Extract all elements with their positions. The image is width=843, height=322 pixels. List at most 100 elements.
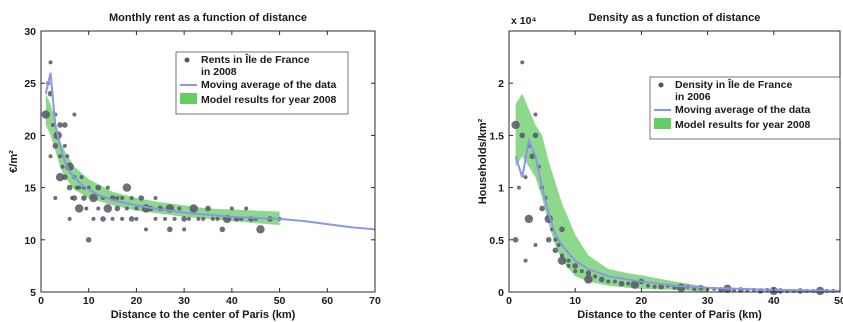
data-point [186, 216, 191, 221]
y-tick-label: 1.5 [489, 130, 504, 142]
data-point [573, 269, 578, 274]
y-axis-label: €/m² [8, 150, 20, 173]
x-tick-label: 0 [38, 295, 44, 307]
chart-panel-1: Monthly rent as a function of distance 0 1… [8, 12, 381, 321]
data-point [196, 216, 201, 221]
model-band [45, 93, 280, 226]
data-point [201, 216, 206, 221]
data-point [524, 214, 534, 224]
data-point [55, 172, 65, 182]
x-tick-label: 20 [131, 295, 143, 307]
data-point [618, 280, 625, 287]
data-point [81, 195, 87, 201]
data-point [559, 253, 564, 258]
x-tick-label: 60 [321, 295, 333, 307]
data-point [181, 216, 187, 222]
chart-title: Density as a function of distance [589, 12, 761, 24]
x-tick-label: 0 [506, 295, 512, 307]
moving-average-line [514, 137, 841, 292]
data-point [523, 258, 528, 263]
data-point [124, 206, 129, 211]
data-point [532, 132, 539, 139]
data-point [512, 237, 519, 243]
data-point [626, 281, 631, 286]
data-point [529, 153, 535, 160]
data-point [138, 195, 144, 201]
data-point [84, 206, 89, 211]
data-point [229, 206, 234, 211]
y-axis-multiplier: x 10⁴ [511, 15, 537, 27]
data-point [172, 216, 177, 221]
data-point [96, 206, 101, 211]
data-point [50, 122, 55, 127]
legend-label-scatter: Rents in Île de France in 2008 [201, 53, 310, 78]
legend-label-line: Moving average of the data [201, 79, 337, 91]
data-point [57, 122, 63, 128]
data-point [48, 60, 53, 65]
legend-label-line: Moving average of the data [675, 104, 811, 116]
legend-marker-band [180, 93, 197, 104]
legend-box [175, 51, 349, 115]
x-tick-label: 50 [834, 295, 843, 307]
plot-area [509, 31, 840, 292]
y-tick-label: 0.5 [489, 235, 504, 247]
legend-marker-scatter [184, 57, 190, 63]
data-point [630, 280, 639, 289]
legend-label-band: Model results for year 2008 [675, 119, 811, 131]
data-point [128, 216, 135, 222]
x-tick-label: 40 [226, 295, 238, 307]
data-point [545, 237, 552, 243]
data-point [48, 154, 53, 159]
moving-average-line [44, 72, 376, 231]
data-point [177, 206, 182, 211]
data-point [53, 196, 58, 201]
data-point [77, 185, 82, 190]
data-point [134, 206, 139, 211]
data-point [67, 216, 72, 221]
data-point [41, 110, 50, 119]
x-tick-label: 40 [768, 295, 780, 307]
data-point [676, 283, 686, 293]
x-tick-label: 30 [702, 295, 714, 307]
data-point [120, 216, 125, 221]
data-point [103, 204, 113, 213]
data-point [182, 227, 187, 232]
data-point [511, 120, 520, 130]
data-point [153, 216, 158, 221]
data-point [519, 132, 526, 139]
data-point [205, 205, 211, 212]
data-point [91, 216, 96, 221]
data-point [533, 243, 538, 248]
data-point [62, 143, 67, 148]
data-point [566, 258, 571, 263]
data-point [60, 164, 65, 169]
data-point [72, 112, 77, 117]
y-axis-label: Households/km² [477, 118, 489, 204]
data-point [189, 204, 198, 213]
y-tick-label: 10 [24, 235, 36, 247]
y-tick-label: 15 [24, 183, 36, 195]
data-point [129, 196, 134, 201]
x-tick-label: 30 [178, 295, 190, 307]
data-point [672, 285, 677, 290]
data-point [516, 185, 521, 190]
data-point [593, 274, 598, 279]
y-tick-label: 20 [24, 130, 36, 142]
x-tick-label: 20 [636, 295, 648, 307]
legend-marker-band [654, 118, 671, 129]
data-point [533, 112, 538, 117]
data-point [58, 154, 63, 159]
plot-frame [508, 30, 841, 293]
data-point [612, 279, 617, 284]
data-point [143, 227, 148, 232]
chart-title: Monthly rent as a function of distance [109, 12, 307, 24]
y-tick-label: 2 [498, 78, 504, 90]
data-point [585, 270, 592, 277]
data-point [584, 275, 593, 284]
data-point [89, 193, 98, 203]
data-point [556, 243, 561, 248]
data-point [134, 216, 139, 221]
